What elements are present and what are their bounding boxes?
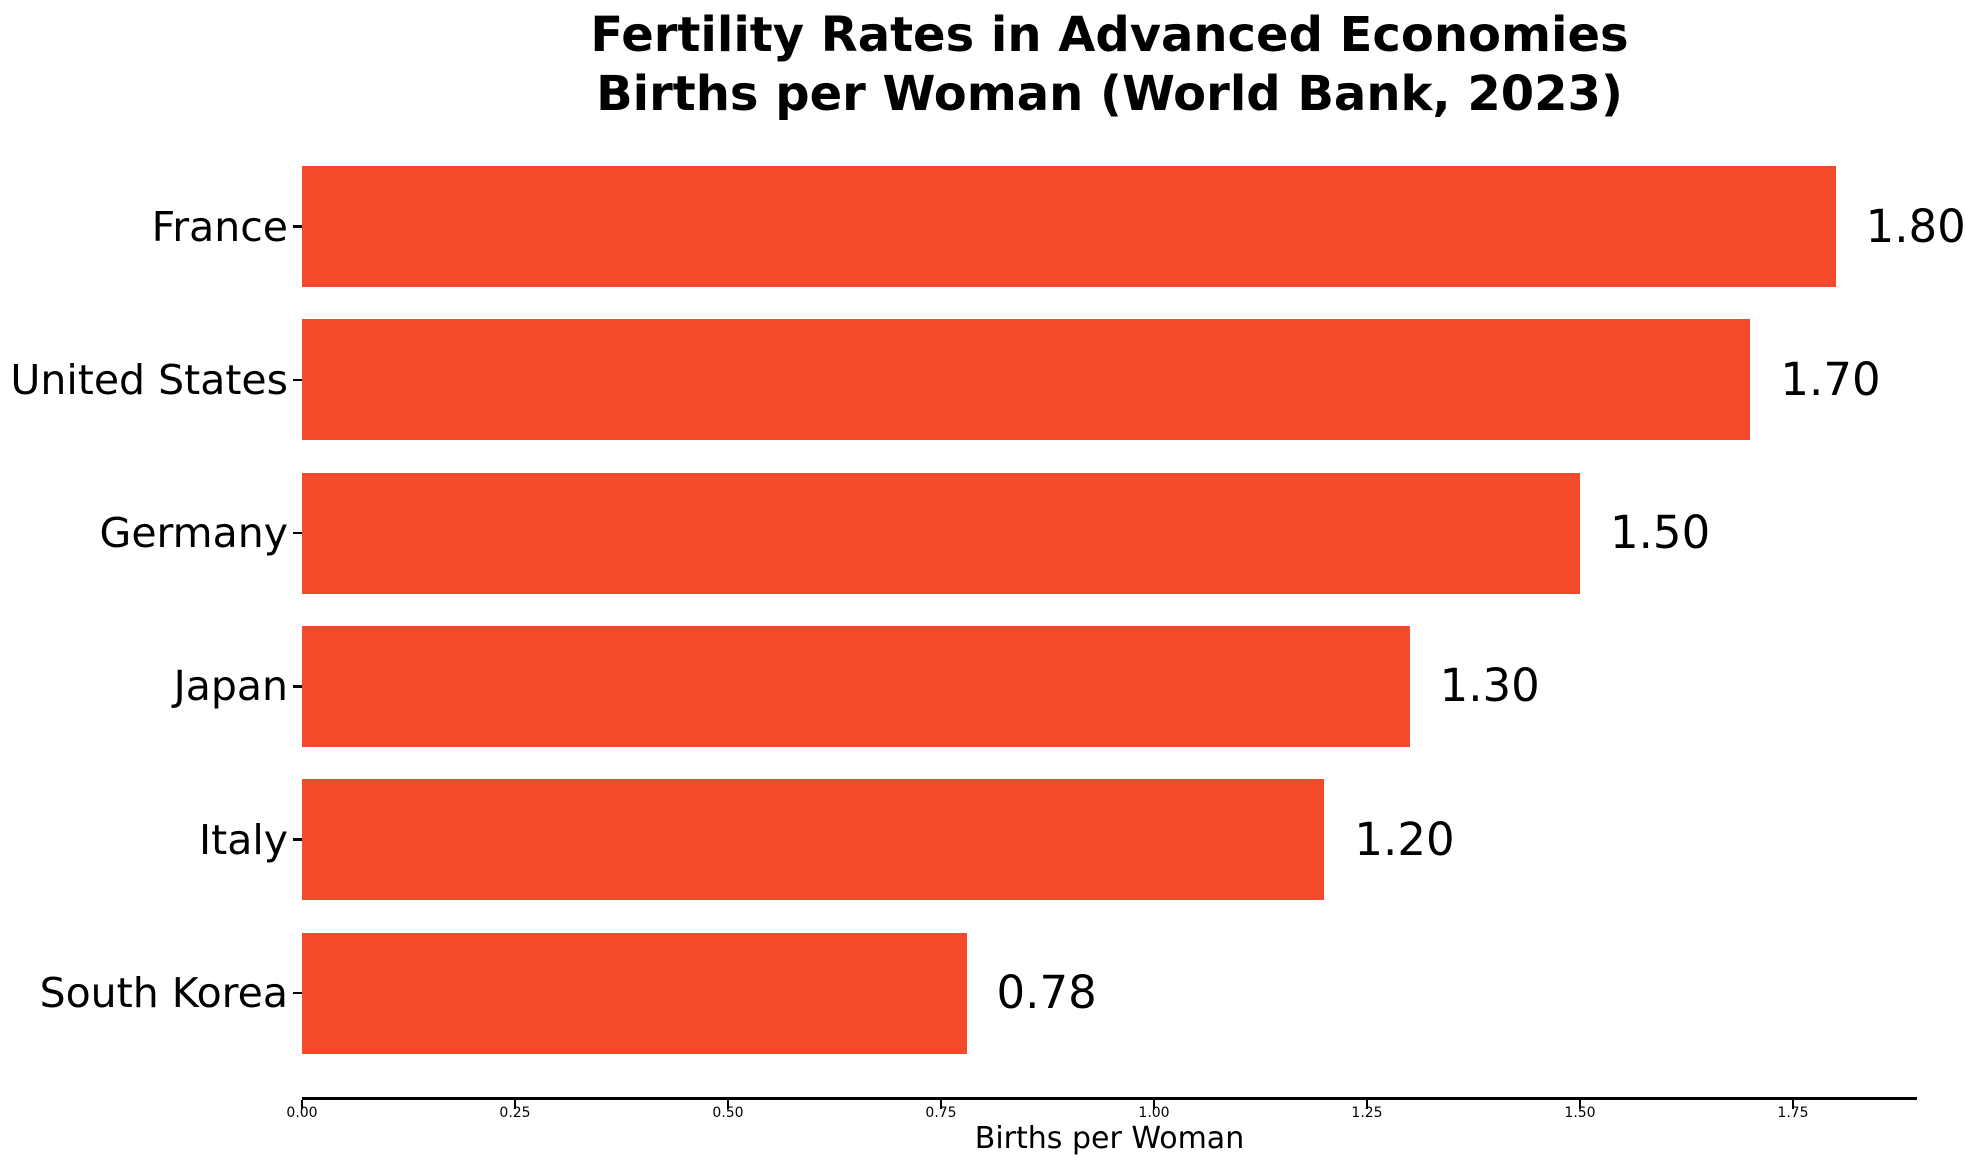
x-tick-label: 1.75 bbox=[1777, 1105, 1809, 1121]
bar bbox=[302, 319, 1751, 441]
x-axis-title: Births per Woman bbox=[974, 1121, 1245, 1156]
bar-value-label: 1.70 bbox=[1780, 352, 1881, 406]
bar bbox=[302, 166, 1836, 287]
category-label: France bbox=[151, 202, 288, 251]
chart-title-line-2: Births per Woman (World Bank, 2023) bbox=[596, 66, 1623, 122]
x-tick bbox=[939, 1100, 943, 1109]
y-tick bbox=[293, 378, 302, 382]
bar bbox=[302, 779, 1325, 901]
bar bbox=[302, 932, 967, 1054]
x-tick bbox=[1152, 1100, 1156, 1109]
bar-value-label: 1.30 bbox=[1439, 659, 1540, 713]
y-tick bbox=[293, 531, 302, 535]
bar-value-label: 1.50 bbox=[1610, 506, 1711, 560]
category-label: Italy bbox=[199, 815, 288, 864]
chart-title-line-1: Fertility Rates in Advanced Economies bbox=[590, 7, 1629, 63]
x-tick-label: 1.00 bbox=[1138, 1105, 1170, 1121]
x-tick-label: 0.50 bbox=[712, 1105, 744, 1121]
bar bbox=[302, 472, 1580, 594]
category-label: Germany bbox=[99, 509, 288, 558]
x-tick-label: 0.00 bbox=[286, 1105, 318, 1121]
category-label: United States bbox=[10, 355, 288, 404]
x-tick bbox=[1578, 1100, 1582, 1109]
y-tick bbox=[293, 838, 302, 841]
x-tick-label: 1.25 bbox=[1351, 1105, 1383, 1121]
category-label: Japan bbox=[173, 662, 288, 711]
category-label: South Korea bbox=[39, 969, 288, 1017]
x-tick-label: 0.25 bbox=[499, 1105, 531, 1121]
x-tick bbox=[1791, 1100, 1795, 1109]
y-tick bbox=[293, 991, 302, 995]
chart-title: Fertility Rates in Advanced Economies Bi… bbox=[302, 6, 1917, 124]
bar-value-label: 1.80 bbox=[1865, 199, 1966, 253]
y-tick bbox=[293, 225, 302, 228]
bar-value-label: 1.20 bbox=[1354, 812, 1455, 866]
x-tick bbox=[300, 1100, 304, 1109]
x-tick-label: 0.75 bbox=[925, 1105, 957, 1121]
y-tick bbox=[293, 685, 302, 688]
bar-value-label: 0.78 bbox=[996, 966, 1097, 1019]
bar bbox=[302, 625, 1410, 747]
x-tick bbox=[1365, 1100, 1369, 1109]
x-tick bbox=[726, 1100, 730, 1109]
x-tick-label: 1.50 bbox=[1564, 1105, 1596, 1121]
x-axis-line bbox=[302, 1097, 1917, 1100]
x-tick bbox=[513, 1100, 517, 1109]
